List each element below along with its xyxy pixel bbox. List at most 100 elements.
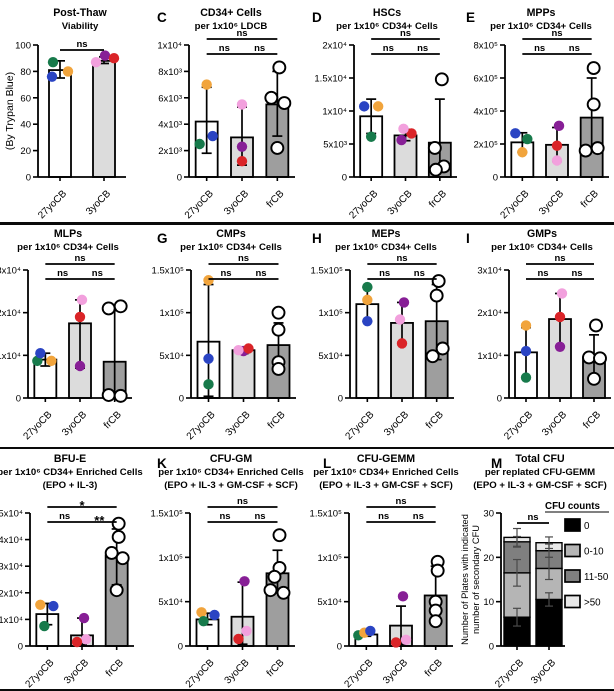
x-category-label: 3yoCB [382,409,411,438]
sig-label: ns [219,511,230,522]
data-point-open [592,351,607,366]
y-tick-label: 5x10⁴ [159,351,184,362]
data-point-red [236,155,247,167]
y-tick-label: 1x10⁵ [158,553,183,564]
data-point-open [427,141,442,155]
sig-label: ns [568,43,579,54]
legend-swatch-11-50 [563,569,581,583]
legend-title: CFU counts [545,501,601,512]
data-point-red [71,636,83,648]
panel-cmps: CMPs per 1x10⁶ CD34+ Cells G 0 5x10⁴ 1x10⁵ 1.5… [151,228,296,442]
data-point-open [590,141,605,156]
x-category-label: 27yoCB [343,657,376,690]
y-tick-label: 8x10⁵ [473,41,498,52]
panel-gmps: GMPs per 1x10⁶ CD34+ Cells I 0 1x10⁴ 2x10⁴ 3x1… [466,228,611,442]
panel-title-line: per 1x10⁶ LDCB [194,21,267,32]
data-point-open [429,288,444,303]
panel-letter: C [157,10,167,25]
data-point-red [396,338,408,349]
panel-title-line: CFU-GEMM [357,453,415,465]
y-tick-label: 4x10³ [158,120,182,131]
legend-item-label: 11-50 [584,572,609,583]
panel-title-line: per 1x10⁶ CD34+ Enriched Cells [313,467,458,478]
data-point-orange [62,66,74,77]
x-category-label: 27yoCB [36,188,69,221]
bar-3yoCB [92,59,116,178]
legend-swatch-0 [563,518,581,532]
panel-cfu-gemm: CFU-GEMM per 1x10⁶ CD34+ Enriched Cells (E… [310,453,459,690]
y-tick-label: 0 [492,173,497,184]
y-tick-label: 80 [20,67,31,78]
panel-letter: K [157,456,167,471]
x-category-label: frCB [424,409,446,431]
x-category-label: 3yoCB [60,409,89,438]
panel-title-line: per 1x10⁶ CD34+ Cells [491,242,593,253]
y-tick-label: 3x10⁴ [0,562,23,573]
data-point-blue [358,101,370,112]
panel-title-line: (EPO + IL-3 + GM-CSF + SCF) [473,480,607,491]
y-tick-label: 0 [337,642,342,653]
data-point-open [271,362,285,376]
x-category-label: 27yoCB [22,409,55,442]
data-point-purple [236,141,247,152]
data-point-blue [206,130,218,142]
x-category-label: 3yoCB [540,409,569,438]
data-point-pink [240,625,252,637]
data-point-red [232,633,244,645]
x-category-label: frCB [104,657,126,679]
data-point-open [111,516,126,531]
data-point-purple [398,297,410,308]
panel-title-line: CFU-GM [209,453,252,465]
x-category-label: 27yoCB [347,188,380,221]
data-point-open [271,305,285,320]
panel-title-line: GMPs [526,228,556,240]
y-tick-label: 5x10³ [323,140,347,151]
data-point-open [586,371,601,386]
sig-label: ns [378,511,389,522]
data-point-open [431,274,446,289]
x-category-label: 3yoCB [386,188,415,217]
y-tick-label: 2x10⁴ [477,308,502,319]
sig-label: ns [92,268,103,279]
y-tick-label: 0 [177,642,182,653]
y-tick-label: 10 [483,597,494,608]
y-tick-label: 0 [176,173,181,184]
data-point-open [434,72,449,87]
x-category-label: frCB [264,657,286,679]
x-category-label: frCB [427,188,449,210]
y-tick-label: 4x10⁵ [473,107,498,118]
data-point-purple [238,576,250,587]
x-category-label: 27yoCB [182,188,215,221]
data-point-open [428,614,443,629]
data-point-red [390,637,402,648]
data-point-open [111,529,126,544]
sig-label: ns [220,268,231,279]
x-category-label: 3yoCB [381,657,410,686]
sig-label: ns [414,268,425,279]
data-point-pink [398,123,409,135]
data-point-open [586,97,601,112]
data-point-blue [46,71,58,82]
data-point-blue [362,316,373,327]
y-tick-label: 2x10⁵ [473,140,498,151]
panel-meps: MEPs per 1x10⁶ CD34+ Cells H 0 5x10⁴ 1x10⁵ 1.5… [311,228,454,442]
sig-label: ns [527,512,538,523]
data-point-purple [554,341,565,352]
panel-cfu-gm: CFU-GM per 1x10⁶ CD34+ Enriched Cells (EPO… [150,453,303,690]
sig-label: ns [379,268,390,279]
panel-title-line: (EPO + IL-3 + GM-CSF + SCF) [319,480,453,491]
data-point-open [113,388,128,403]
data-point-purple [74,360,86,372]
sig-label: ns [57,268,68,279]
sig-label: ns [76,39,87,50]
data-point-green [47,56,59,68]
data-point-open [109,583,124,598]
data-point-purple [396,134,407,146]
data-point-open [115,551,130,566]
panel-title-line: Viability [62,21,99,32]
sig-label: ns [551,28,562,39]
row-divider [0,222,614,225]
panel-title-line: CD34+ Cells [200,7,262,19]
sig-label: ns [59,511,70,522]
panel-cd34-per-ldcb: CD34+ Cells per 1x10⁶ LDCB C 0 2x10³ 4x10³ 6x1… [157,7,295,221]
